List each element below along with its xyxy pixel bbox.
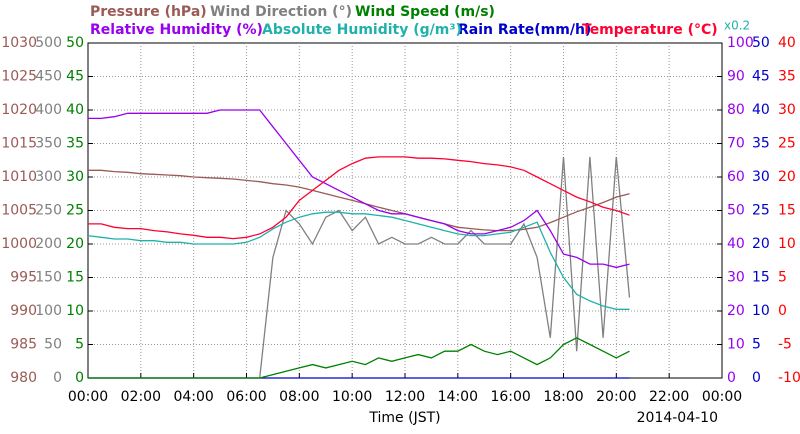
y-tick-label: 20 — [752, 236, 770, 252]
y-tick-label: 45 — [752, 69, 770, 85]
legend-entry: Temperature (°C) — [582, 22, 718, 38]
y-tick-label: 985 — [10, 337, 37, 353]
legend-entry: Relative Humidity (%) — [90, 22, 263, 38]
series-line — [87, 211, 630, 310]
legend-entry: Wind Speed (m/s) — [355, 4, 495, 20]
y-tick-label: -10 — [778, 370, 800, 386]
y-tick-label: 0 — [53, 370, 62, 386]
y-tick-label: 5 — [75, 337, 84, 353]
y-tick-label: 15 — [752, 270, 770, 286]
y-tick-label: 20 — [727, 303, 745, 319]
x-tick-label: 18:00 — [543, 389, 583, 405]
y-tick-label: 10 — [778, 236, 796, 252]
y-tick-label: 0 — [727, 370, 736, 386]
y-tick-label: 200 — [35, 236, 62, 252]
y-tick-label: 50 — [752, 35, 770, 51]
y-tick-label: 300 — [35, 169, 62, 185]
x-tick-label: 08:00 — [279, 389, 319, 405]
y-tick-label: 400 — [35, 102, 62, 118]
y-tick-label: 10 — [752, 303, 770, 319]
y-tick-label: 450 — [35, 69, 62, 85]
y-tick-label: 100 — [727, 35, 754, 51]
y-tick-label: -5 — [778, 337, 792, 353]
x-axis-label: Time (JST) — [368, 410, 440, 426]
plot-frame — [87, 42, 723, 379]
y-tick-label: 25 — [752, 203, 770, 219]
legend-entry: Pressure (hPa) — [90, 4, 207, 20]
y-tick-label: 25 — [66, 203, 84, 219]
series-line — [88, 337, 630, 379]
legend-entry: Rain Rate(mm/h) — [458, 22, 591, 38]
y-tick-label: 30 — [727, 270, 745, 286]
y-tick-label: 350 — [35, 136, 62, 152]
y-tick-label: 15 — [66, 270, 84, 286]
y-tick-label: 50 — [727, 203, 745, 219]
y-tick-label: 150 — [35, 270, 62, 286]
x-tick-label: 10:00 — [332, 389, 372, 405]
y-tick-label: 980 — [10, 370, 37, 386]
y-tick-label: 1015 — [1, 136, 37, 152]
y-tick-label: 45 — [66, 69, 84, 85]
y-tick-label: 35 — [778, 69, 796, 85]
y-tick-label: 30 — [752, 169, 770, 185]
y-tick-label: 40 — [752, 102, 770, 118]
y-tick-label: 100 — [35, 303, 62, 319]
y-tick-label: 0 — [778, 303, 787, 319]
series-line — [88, 156, 630, 240]
y-tick-label: 10 — [66, 303, 84, 319]
y-tick-label: 40 — [66, 102, 84, 118]
y-tick-label: 1000 — [1, 236, 37, 252]
x-tick-label: 12:00 — [385, 389, 425, 405]
y-tick-label: 5 — [778, 270, 787, 286]
y-tick-label: 35 — [66, 136, 84, 152]
y-tick-label: 30 — [778, 102, 796, 118]
y-tick-label: 40 — [727, 236, 745, 252]
y-tick-label: 25 — [778, 136, 796, 152]
x-tick-label: 06:00 — [226, 389, 266, 405]
y-tick-label: 40 — [778, 35, 796, 51]
x-tick-label: 16:00 — [490, 389, 530, 405]
x-tick-label: 22:00 — [649, 389, 689, 405]
y-tick-label: 500 — [35, 35, 62, 51]
y-tick-label: 90 — [727, 69, 745, 85]
y-tick-label: 70 — [727, 136, 745, 152]
y-tick-label: 10 — [727, 337, 745, 353]
y-tick-label: 0 — [752, 370, 761, 386]
y-tick-label: 20 — [778, 169, 796, 185]
x-tick-label: 20:00 — [596, 389, 636, 405]
x-tick-label: 04:00 — [173, 389, 213, 405]
scale-label: x0.2 — [724, 19, 750, 33]
y-tick-label: 35 — [752, 136, 770, 152]
x-tick-label: 02:00 — [121, 389, 161, 405]
y-tick-label: 1025 — [1, 69, 37, 85]
x-tick-label: 14:00 — [438, 389, 478, 405]
y-tick-label: 5 — [752, 337, 761, 353]
legend-entry: Absolute Humidity (g/m³) — [262, 22, 462, 38]
y-tick-label: 30 — [66, 169, 84, 185]
x-tick-label: 00:00 — [68, 389, 108, 405]
y-tick-label: 1020 — [1, 102, 37, 118]
date-label: 2014-04-10 — [637, 410, 718, 426]
y-tick-label: 1010 — [1, 169, 37, 185]
legend-entry: Wind Direction (°) — [210, 4, 352, 20]
x-tick-label: 00:00 — [702, 389, 742, 405]
y-tick-label: 20 — [66, 236, 84, 252]
y-tick-label: 0 — [75, 370, 84, 386]
y-tick-label: 80 — [727, 102, 745, 118]
y-tick-label: 250 — [35, 203, 62, 219]
y-tick-label: 1005 — [1, 203, 37, 219]
y-tick-label: 50 — [66, 35, 84, 51]
series-line — [88, 109, 630, 269]
y-tick-label: 995 — [10, 270, 37, 286]
y-tick-label: 1030 — [1, 35, 37, 51]
y-tick-label: 50 — [44, 337, 62, 353]
y-tick-label: 990 — [10, 303, 37, 319]
y-tick-label: 15 — [778, 203, 796, 219]
y-tick-label: 60 — [727, 169, 745, 185]
